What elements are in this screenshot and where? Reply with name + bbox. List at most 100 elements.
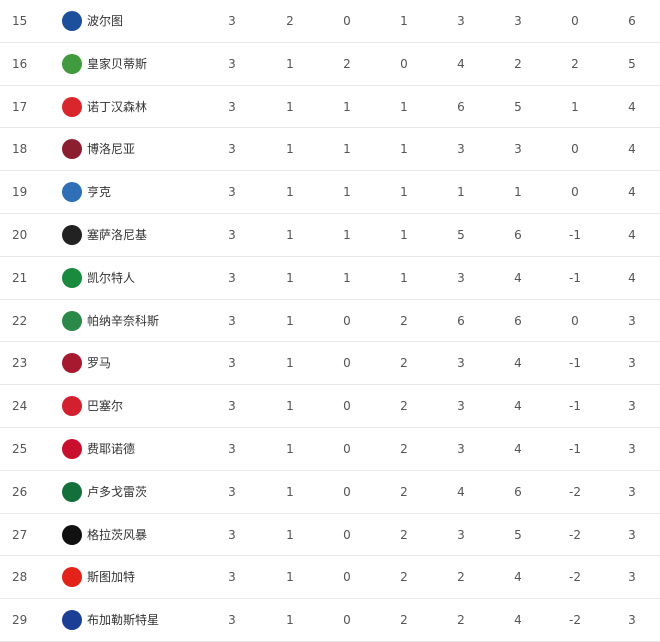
stat-cell: 1: [400, 14, 408, 28]
table-row[interactable]: 26 卢多戈雷茨 3 1 0 2 4 6 -2 3: [0, 471, 660, 514]
rank: 27: [12, 527, 28, 542]
team-name[interactable]: 诺丁汉森林: [87, 99, 148, 114]
stat-cell: 1: [286, 56, 294, 71]
team-logo-icon: [62, 11, 82, 31]
stat-cell: 2: [457, 570, 465, 585]
table-row[interactable]: 28 斯图加特 3 1 0 2 2 4 -2 3: [0, 556, 660, 600]
stat-cell: 6: [457, 313, 465, 328]
team-name[interactable]: 凯尔特人: [87, 270, 136, 285]
team-name[interactable]: 波尔图: [87, 14, 124, 28]
stat-cell: 3: [228, 484, 236, 499]
team-logo-icon: [62, 481, 82, 502]
team-logo-icon: [62, 224, 82, 245]
stat-cell: 3: [228, 356, 236, 371]
table-row[interactable]: 16 皇家贝蒂斯 3 1 2 0 4 2 2 5: [0, 43, 660, 86]
rank: 17: [12, 99, 28, 114]
team-name[interactable]: 帕纳辛奈科斯: [87, 313, 160, 328]
stat-cell: 3: [228, 270, 236, 285]
table-row[interactable]: 20 塞萨洛尼基 3 1 1 1 5 6 -1 4: [0, 214, 660, 257]
stat-cell: 4: [628, 142, 636, 157]
team-name[interactable]: 斯图加特: [87, 570, 136, 585]
stat-cell: 3: [628, 313, 636, 328]
stat-cell: -1: [569, 441, 581, 456]
team-name[interactable]: 博洛尼亚: [87, 142, 136, 157]
table-row[interactable]: 15 波尔图 3 2 0 1 3 3 0 6: [0, 0, 660, 43]
stat-cell: 4: [514, 270, 522, 285]
table-row[interactable]: 19 亨克 3 1 1 1 1 1 0 4: [0, 171, 660, 214]
table-row[interactable]: 24 巴塞尔 3 1 0 2 3 4 -1 3: [0, 385, 660, 428]
stat-cell: 1: [286, 527, 294, 542]
stat-cell: 0: [343, 570, 351, 585]
table-row[interactable]: 29 布加勒斯特星 3 1 0 2 2 4 -2 3: [0, 599, 660, 642]
team-logo-icon: [62, 567, 82, 588]
team-name[interactable]: 卢多戈雷茨: [87, 484, 148, 499]
table-row[interactable]: 23 罗马 3 1 0 2 3 4 -1 3: [0, 342, 660, 386]
team-name[interactable]: 格拉茨风暴: [87, 527, 148, 542]
stat-cell: 3: [628, 527, 636, 542]
team-name[interactable]: 塞萨洛尼基: [87, 227, 148, 242]
stat-cell: 0: [571, 313, 579, 328]
stat-cell: 2: [400, 313, 408, 328]
stat-cell: 3: [628, 613, 636, 628]
stat-cell: 1: [343, 227, 351, 242]
stat-cell: 0: [343, 313, 351, 328]
stat-cell: -2: [569, 613, 581, 628]
stat-cell: 3: [514, 142, 522, 157]
stat-cell: 4: [514, 441, 522, 456]
stat-cell: 5: [457, 227, 465, 242]
stat-cell: -1: [569, 270, 581, 285]
team-name[interactable]: 布加勒斯特星: [87, 613, 160, 628]
rank: 23: [12, 356, 28, 371]
stat-cell: 1: [343, 99, 351, 114]
stat-cell: 2: [286, 14, 294, 28]
stat-cell: 2: [400, 399, 408, 414]
stat-cell: -2: [569, 570, 581, 585]
rank: 29: [12, 613, 28, 628]
stat-cell: 2: [400, 441, 408, 456]
team-name[interactable]: 巴塞尔: [87, 399, 124, 414]
stat-cell: 4: [628, 185, 636, 200]
stat-cell: -2: [569, 484, 581, 499]
stat-cell: 3: [228, 185, 236, 200]
stat-cell: 1: [286, 270, 294, 285]
stat-cell: 4: [457, 484, 465, 499]
table-row[interactable]: 22 帕纳辛奈科斯 3 1 0 2 6 6 0 3: [0, 300, 660, 343]
stat-cell: 2: [400, 570, 408, 585]
stat-cell: 4: [514, 570, 522, 585]
table-row[interactable]: 27 格拉茨风暴 3 1 0 2 3 5 -2 3: [0, 514, 660, 557]
team-name[interactable]: 亨克: [87, 185, 112, 200]
table-row[interactable]: 21 凯尔特人 3 1 1 1 3 4 -1 4: [0, 257, 660, 300]
rank: 22: [12, 313, 28, 328]
stat-cell: 3: [457, 270, 465, 285]
stat-cell: 3: [228, 142, 236, 157]
stat-cell: 4: [514, 356, 522, 371]
team-logo-icon: [62, 438, 82, 459]
stat-cell: 0: [343, 484, 351, 499]
stat-cell: 2: [400, 484, 408, 499]
rank: 16: [12, 56, 28, 71]
stat-cell: -2: [569, 527, 581, 542]
team-logo-icon: [62, 524, 82, 545]
stat-cell: 2: [571, 56, 579, 71]
team-logo-icon: [62, 53, 82, 74]
team-name[interactable]: 皇家贝蒂斯: [87, 56, 148, 71]
stat-cell: -1: [569, 356, 581, 371]
stat-cell: -1: [569, 227, 581, 242]
table-row[interactable]: 25 费耶诺德 3 1 0 2 3 4 -1 3: [0, 428, 660, 471]
stat-cell: 1: [286, 399, 294, 414]
stat-cell: 4: [457, 56, 465, 71]
stat-cell: 1: [514, 185, 522, 200]
stat-cell: 0: [343, 527, 351, 542]
team-name[interactable]: 费耶诺德: [87, 441, 136, 456]
table-row[interactable]: 17 诺丁汉森林 3 1 1 1 6 5 1 4: [0, 86, 660, 129]
stat-cell: 1: [343, 185, 351, 200]
rank: 19: [12, 185, 28, 200]
team-name[interactable]: 罗马: [87, 356, 112, 371]
stat-cell: 6: [457, 99, 465, 114]
stat-cell: 1: [286, 484, 294, 499]
stat-cell: 0: [343, 356, 351, 371]
stat-cell: 3: [228, 527, 236, 542]
stat-cell: 3: [228, 441, 236, 456]
table-row[interactable]: 18 博洛尼亚 3 1 1 1 3 3 0 4: [0, 128, 660, 172]
